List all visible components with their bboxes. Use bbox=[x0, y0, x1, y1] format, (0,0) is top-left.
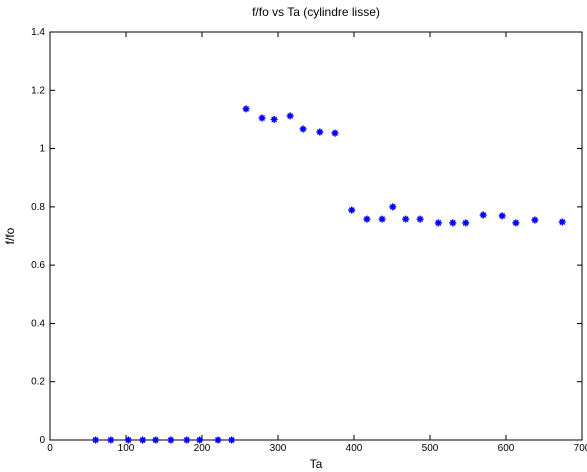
data-point bbox=[258, 114, 266, 122]
data-point bbox=[196, 436, 204, 444]
data-point bbox=[286, 112, 294, 120]
data-point bbox=[183, 436, 191, 444]
x-tick-label: 400 bbox=[346, 443, 363, 454]
data-point bbox=[316, 128, 324, 136]
data-point bbox=[92, 436, 100, 444]
data-point bbox=[449, 219, 457, 227]
data-point bbox=[558, 218, 566, 226]
y-axis-label: f/fo bbox=[3, 227, 17, 244]
y-tick-label: 0 bbox=[39, 435, 45, 446]
data-point bbox=[389, 203, 397, 211]
data-point bbox=[479, 211, 487, 219]
chart-title: f/fo vs Ta (cylindre lisse) bbox=[252, 5, 380, 19]
x-tick-label: 700 bbox=[574, 443, 587, 454]
data-point bbox=[299, 125, 307, 133]
y-tick-label: 1.2 bbox=[31, 85, 45, 96]
x-tick-label: 600 bbox=[498, 443, 515, 454]
y-tick-label: 0.2 bbox=[31, 377, 45, 388]
data-point bbox=[167, 436, 175, 444]
x-tick-label: 100 bbox=[118, 443, 135, 454]
data-point bbox=[242, 105, 250, 113]
data-point bbox=[139, 436, 147, 444]
y-tick-label: 0.6 bbox=[31, 260, 45, 271]
y-tick-label: 1 bbox=[39, 144, 45, 155]
x-tick-label: 0 bbox=[47, 443, 53, 454]
data-point bbox=[348, 206, 356, 214]
data-point bbox=[462, 219, 470, 227]
data-point bbox=[531, 216, 539, 224]
data-point bbox=[228, 436, 236, 444]
data-point bbox=[402, 215, 410, 223]
data-point bbox=[152, 436, 160, 444]
data-point bbox=[378, 215, 386, 223]
y-tick-label: 1.4 bbox=[31, 27, 45, 38]
data-point bbox=[107, 436, 115, 444]
data-point bbox=[416, 215, 424, 223]
data-point bbox=[124, 436, 132, 444]
data-point bbox=[498, 212, 506, 220]
data-point bbox=[512, 219, 520, 227]
x-tick-label: 200 bbox=[194, 443, 211, 454]
data-point bbox=[214, 436, 222, 444]
data-point bbox=[270, 115, 278, 123]
x-tick-label: 500 bbox=[422, 443, 439, 454]
y-tick-label: 0.8 bbox=[31, 202, 45, 213]
plot-frame bbox=[49, 31, 583, 441]
data-point bbox=[434, 219, 442, 227]
y-tick-label: 0.4 bbox=[31, 318, 45, 329]
data-point bbox=[331, 129, 339, 137]
data-point bbox=[363, 215, 371, 223]
x-axis-label: Ta bbox=[310, 457, 323, 471]
x-tick-label: 300 bbox=[270, 443, 287, 454]
